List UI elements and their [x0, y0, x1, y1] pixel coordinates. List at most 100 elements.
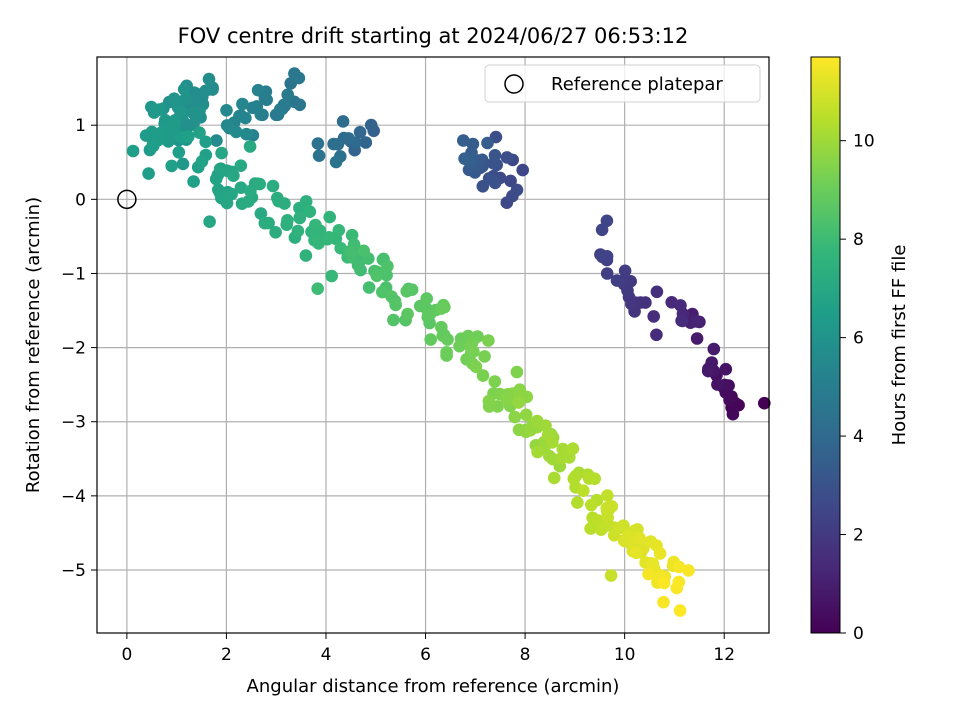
data-point	[210, 134, 223, 147]
data-point	[176, 157, 190, 171]
data-point	[362, 281, 376, 294]
colorbar-tick-label: 0	[853, 624, 864, 644]
data-point	[357, 244, 371, 258]
data-point	[292, 71, 306, 85]
colorbar-tick-label: 10	[853, 132, 875, 152]
data-point	[359, 136, 373, 149]
data-point	[199, 84, 212, 98]
data-point	[142, 167, 155, 180]
data-point	[227, 169, 240, 182]
colorbar-tick-label: 8	[853, 230, 864, 250]
data-point	[546, 436, 559, 449]
data-point	[424, 333, 438, 346]
data-point	[182, 130, 195, 143]
y-axis-ticks: −5 −4 −3 −2 −1 0 1	[61, 116, 97, 581]
data-point	[250, 100, 264, 113]
data-point	[711, 378, 724, 391]
data-point	[312, 237, 325, 250]
data-point	[291, 224, 305, 238]
legend-marker-icon	[504, 74, 524, 94]
data-point	[303, 205, 317, 218]
y-axis-label: Rotation from reference (arcmin)	[23, 197, 44, 493]
data-point	[311, 282, 325, 296]
data-point	[220, 119, 234, 132]
data-point	[646, 557, 660, 570]
data-point	[488, 375, 502, 388]
chart-title: FOV centre drift starting at 2024/06/27 …	[178, 24, 689, 48]
data-point	[281, 214, 294, 227]
data-point	[323, 210, 337, 224]
grid-lines	[97, 57, 769, 633]
x-tick-label: 2	[221, 645, 232, 665]
data-point	[312, 149, 326, 162]
data-point	[202, 72, 216, 86]
data-point	[510, 183, 524, 197]
data-point	[353, 125, 367, 139]
data-point	[524, 423, 537, 437]
data-point	[311, 137, 325, 150]
y-tick-label: −5	[61, 561, 86, 581]
data-point	[266, 179, 280, 193]
data-point	[482, 334, 495, 347]
data-point	[299, 195, 313, 208]
data-point	[420, 292, 434, 305]
data-point	[239, 111, 252, 125]
data-point	[577, 484, 590, 498]
y-tick-label: −4	[61, 487, 86, 507]
colorbar-ticks: 0 2 4 6 8 10	[840, 132, 875, 644]
data-point	[568, 472, 581, 485]
data-point	[481, 136, 494, 150]
data-point	[269, 226, 282, 239]
data-point	[167, 92, 181, 105]
data-point	[512, 396, 525, 409]
data-point	[582, 472, 596, 485]
data-point	[457, 134, 470, 147]
colorbar-tick-label: 4	[853, 427, 864, 447]
data-point	[381, 259, 394, 273]
data-point	[435, 302, 448, 315]
data-point	[336, 115, 350, 128]
data-point	[260, 93, 274, 107]
data-point	[236, 97, 249, 111]
data-point	[172, 146, 186, 159]
data-point	[469, 360, 483, 374]
data-point	[209, 172, 223, 186]
data-point	[258, 216, 272, 230]
data-point	[332, 224, 346, 237]
data-point	[650, 285, 664, 299]
data-point	[488, 149, 502, 162]
data-point	[674, 299, 687, 312]
data-point	[281, 88, 295, 101]
data-point	[633, 531, 646, 545]
data-point	[389, 298, 403, 312]
data-point	[309, 218, 322, 232]
data-point	[195, 155, 209, 168]
data-point	[189, 108, 202, 121]
x-tick-label: 8	[520, 645, 531, 665]
data-point	[657, 576, 671, 590]
data-point	[240, 127, 253, 141]
data-point	[244, 184, 257, 198]
data-point	[154, 126, 167, 140]
data-point	[547, 471, 561, 485]
data-point	[199, 135, 212, 149]
data-point	[719, 362, 733, 376]
data-point	[516, 163, 529, 177]
data-point	[531, 445, 544, 459]
data-point	[600, 214, 614, 228]
colorbar-tick-label: 2	[853, 526, 864, 546]
y-tick-label: −2	[61, 339, 86, 359]
data-point	[220, 196, 234, 210]
data-point	[400, 285, 414, 298]
plot-frame	[96, 56, 770, 634]
data-point	[672, 560, 686, 574]
data-point	[601, 489, 614, 502]
data-point	[690, 332, 704, 345]
data-point	[243, 140, 257, 153]
data-point	[325, 269, 339, 283]
data-point	[519, 408, 533, 422]
data-point	[165, 159, 178, 173]
data-point	[435, 320, 448, 334]
data-point	[342, 132, 355, 145]
